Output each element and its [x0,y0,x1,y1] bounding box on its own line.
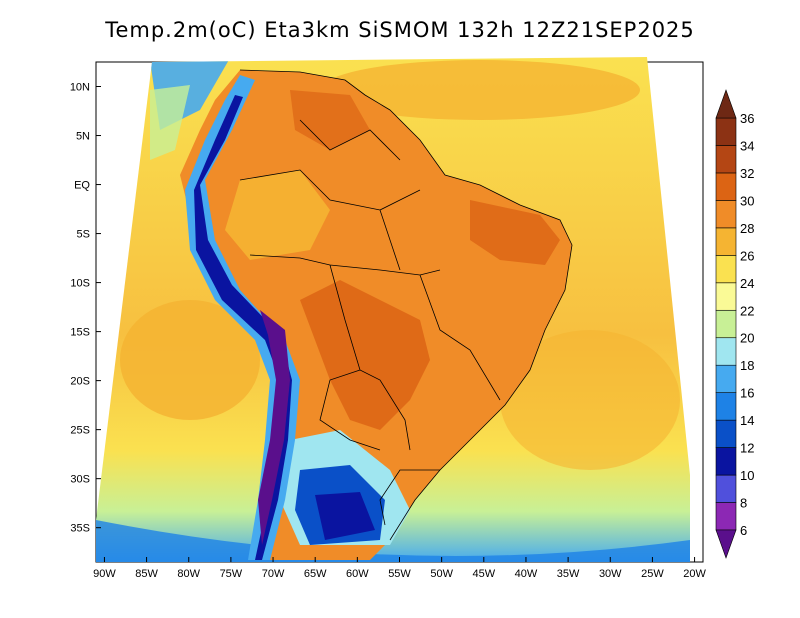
lon-label: 80W [177,568,200,580]
lon-label: 45W [472,568,495,580]
colorbar-label: 8 [740,496,747,511]
colorbar-swatch [715,337,737,366]
colorbar-label: 6 [740,523,747,538]
lon-label: 85W [135,568,158,580]
colorbar-label: 22 [740,303,754,318]
colorbar-swatch [715,419,737,448]
lat-label: EQ [74,180,90,192]
lat-label: 25S [70,425,90,437]
colorbar-swatch [715,447,737,476]
lat-label: 5N [76,131,90,143]
ocean-warm-patch [320,60,640,120]
colorbar-label: 10 [740,468,754,483]
lat-label: 15S [70,327,90,339]
lon-label: 25W [641,568,664,580]
colorbar-label: 12 [740,441,754,456]
colorbar-label: 26 [740,248,754,263]
colorbar-label: 20 [740,331,754,346]
colorbar-label: 36 [740,111,754,126]
colorbar-swatch [715,392,737,421]
lon-label: 40W [515,568,538,580]
colorbar-label: 32 [740,166,754,181]
lat-label: 5S [77,229,90,241]
lon-label: 20W [683,568,706,580]
colorbar-min-arrow [715,529,737,559]
colorbar-swatch [715,200,737,229]
colorbar-swatch [715,172,737,201]
lat-label: 35S [70,523,90,535]
colorbar-swatch [715,117,737,146]
colorbar-label: 18 [740,358,754,373]
colorbar: 6 8 10 12 14 16 18 20 22 24 26 28 30 32 34 36 [715,89,754,559]
land-hot-interior [300,280,430,430]
colorbar-label: 28 [740,221,754,236]
lon-label: 30W [599,568,622,580]
land-hot-guiana [290,90,370,150]
colorbar-max-arrow [715,89,737,119]
country-borders [239,69,573,541]
land-colder-south [315,492,375,540]
colorbar-swatch [715,474,737,503]
andes-high [258,310,290,545]
lon-label: 50W [430,568,453,580]
lon-label: 35W [557,568,580,580]
lat-label: 10S [70,278,90,290]
colorbar-swatch [715,309,737,339]
lon-label: 65W [304,568,327,580]
colorbar-label: 14 [740,413,754,428]
map-title: Temp.2m(oC) Eta3km SiSMOM 132h 12Z21SEP2… [105,18,695,42]
land-mild-amazon [225,170,330,260]
colorbar-label: 30 [740,193,754,208]
colorbar-swatch [715,282,737,311]
lon-label: 75W [220,568,243,580]
lat-label: 20S [70,376,90,388]
lon-label: 60W [346,568,369,580]
lon-label: 70W [262,568,285,580]
colorbar-swatch [715,227,737,256]
colorbar-label: 16 [740,386,754,401]
lat-label: 10N [70,82,90,94]
colorbar-label: 24 [740,276,754,291]
ocean-warm-patch [500,330,680,470]
colorbar-swatch [715,145,737,174]
colorbar-label: 34 [740,138,754,153]
lon-label: 90W [93,568,116,580]
land-hot-northeast [470,200,560,265]
colorbar-swatch [715,255,737,284]
lon-label: 55W [388,568,411,580]
ocean-cool-patch [150,85,190,160]
ocean-warm-patch [120,300,260,420]
lat-label: 30S [70,474,90,486]
colorbar-swatch [715,364,737,393]
ocean-cool-strip [96,520,690,562]
colorbar-swatch [715,502,737,531]
